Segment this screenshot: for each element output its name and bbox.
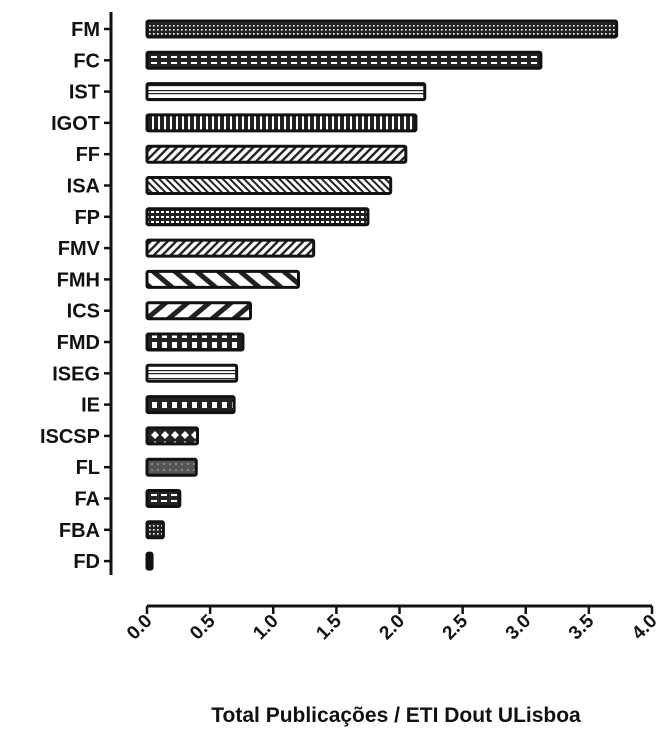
y-label-isa: ISA — [67, 176, 100, 198]
y-label-ie: IE — [81, 395, 100, 417]
y-tick-labels: FM FC IST IGOT FF ISA FP FMV FMH ICS FMD ISEG IE ISCS… — [40, 19, 111, 573]
y-label-fmh: FMH — [57, 269, 100, 291]
x-label-2-5: 2.5 — [439, 610, 473, 644]
bar-ics — [145, 301, 253, 321]
bar-ie — [145, 395, 236, 415]
bar-fc — [145, 50, 543, 70]
y-label-fmd: FMD — [57, 332, 100, 354]
x-label-1-0: 1.0 — [249, 611, 283, 645]
bar-fa — [145, 489, 182, 508]
bar-fl — [145, 457, 198, 477]
x-label-3-5: 3.5 — [565, 610, 599, 644]
bar-fp — [145, 207, 370, 227]
y-label-ist: IST — [69, 82, 100, 104]
bar-fm — [145, 19, 619, 39]
bar-ff — [145, 144, 408, 164]
bar-fmh — [145, 269, 300, 289]
y-label-fp: FP — [74, 207, 100, 229]
y-label-ff: FF — [76, 144, 100, 166]
bar-isa — [145, 176, 393, 195]
x-label-1-5: 1.5 — [312, 610, 346, 644]
y-label-iscsp: ISCSP — [40, 426, 100, 448]
bar-fd — [145, 551, 154, 571]
y-label-fc: FC — [73, 50, 100, 72]
x-label-4-0: 4.0 — [628, 611, 661, 645]
y-label-fmv: FMV — [58, 238, 101, 260]
bar-fmv — [145, 238, 316, 258]
y-label-fa: FA — [74, 489, 100, 511]
y-label-igot: IGOT — [51, 113, 100, 135]
bar-fmd — [145, 332, 245, 352]
bar-igot — [145, 113, 418, 133]
y-label-fd: FD — [73, 551, 100, 573]
y-label-fl: FL — [76, 457, 100, 479]
x-label-0-5: 0.5 — [186, 610, 220, 644]
y-label-ics: ICS — [67, 301, 100, 323]
x-label-0-0: 0.0 — [123, 611, 157, 645]
x-axis-title: Total Publicações / ETI Dout ULisboa — [211, 704, 581, 727]
x-label-2-0: 2.0 — [376, 611, 410, 645]
x-ticks: 0.0 0.5 1.0 1.5 2.0 2.5 3.0 3.5 4.0 — [123, 606, 661, 644]
bar-ist — [145, 82, 427, 102]
y-label-fba: FBA — [59, 520, 100, 542]
bar-fba — [145, 520, 165, 540]
bar-iscsp — [145, 426, 199, 446]
bars-group — [145, 19, 619, 571]
y-label-fm: FM — [71, 19, 100, 41]
y-label-iseg: ISEG — [52, 363, 100, 385]
x-label-3-0: 3.0 — [502, 611, 536, 645]
bar-iseg — [145, 363, 239, 383]
